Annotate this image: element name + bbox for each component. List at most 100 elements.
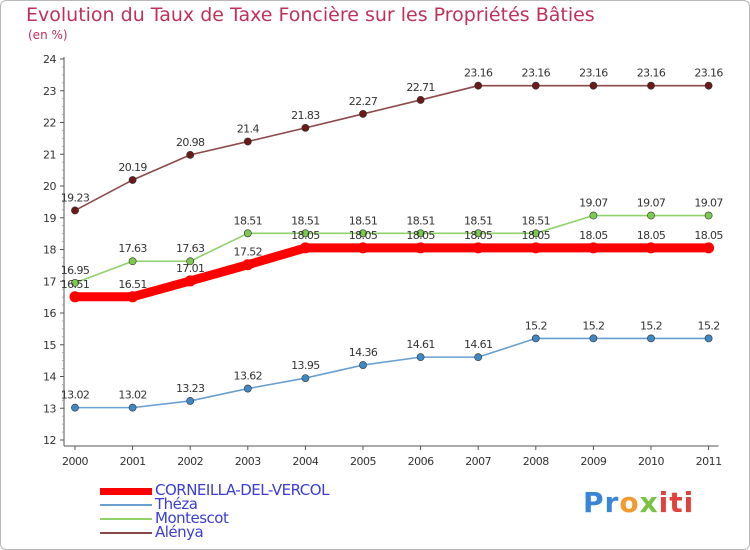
point-Théza-2002 <box>186 397 195 405</box>
point-Théza-2009 <box>589 334 598 343</box>
x-tick-label-2011: 2011 <box>696 455 722 468</box>
series-line-Théza <box>74 337 710 409</box>
data-label-CORNEILLA-DEL-VERCOL-2002: 17.01 <box>176 262 205 275</box>
point-CORNEILLA-DEL-VERCOL-2000 <box>69 291 81 303</box>
y-tick-label-19: 19 <box>43 212 56 225</box>
data-label-CORNEILLA-DEL-VERCOL-2010: 18.05 <box>637 229 666 242</box>
data-label-Alénya-2008: 23.16 <box>522 67 551 80</box>
point-Alénya-2006 <box>416 96 425 104</box>
point-Montescot-2004 <box>301 229 310 238</box>
legend-swatch-theza <box>100 504 152 506</box>
data-label-Théza-2002: 13.23 <box>176 382 205 395</box>
point-Théza-2004 <box>301 374 310 382</box>
data-labels: 19.23 20.19 20.98 21.4 21.83 22.27 22.71 23.16 2… <box>61 67 724 402</box>
y-axis-unit-label: (en %) <box>28 28 68 42</box>
series-markers <box>69 81 715 412</box>
point-CORNEILLA-DEL-VERCOL-2001 <box>127 291 139 303</box>
legend-swatch-montescot <box>100 518 152 520</box>
data-label-Alénya-2011: 23.16 <box>694 67 723 80</box>
legend-swatch-corneilla <box>100 488 152 495</box>
data-label-Montescot-2004: 18.51 <box>291 214 320 227</box>
x-tick-label-2003: 2003 <box>235 455 261 468</box>
data-label-Théza-2007: 14.61 <box>464 338 493 351</box>
data-label-Alénya-2007: 23.16 <box>464 67 493 80</box>
legend-label-alenya: Alénya <box>155 523 204 541</box>
point-Alénya-2009 <box>589 81 598 90</box>
data-label-Théza-2011: 15.2 <box>698 319 720 332</box>
point-Montescot-2001 <box>128 257 137 266</box>
x-tick-label-2002: 2002 <box>177 455 203 468</box>
data-label-Montescot-2000: 16.95 <box>61 264 90 277</box>
point-Théza-2006 <box>416 353 425 362</box>
data-label-Théza-2010: 15.2 <box>640 319 662 332</box>
point-Théza-2011 <box>704 334 713 343</box>
x-tick-label-2009: 2009 <box>580 455 606 468</box>
y-tick-label-16: 16 <box>43 307 56 320</box>
point-Alénya-2002 <box>186 150 195 159</box>
data-label-Alénya-2004: 21.83 <box>291 109 320 122</box>
data-label-Montescot-2003: 18.51 <box>234 214 263 227</box>
y-tick-label-15: 15 <box>43 339 56 352</box>
point-Montescot-2010 <box>647 211 655 220</box>
data-label-Alénya-2010: 23.16 <box>637 67 666 80</box>
data-label-CORNEILLA-DEL-VERCOL-2001: 16.51 <box>118 278 147 291</box>
point-Alénya-2001 <box>128 176 137 184</box>
x-tick-label-2004: 2004 <box>292 455 318 468</box>
data-label-CORNEILLA-DEL-VERCOL-2003: 17.52 <box>234 246 263 259</box>
data-label-Montescot-2008: 18.51 <box>522 214 551 227</box>
data-label-CORNEILLA-DEL-VERCOL-2004: 18.05 <box>291 229 320 242</box>
data-label-Montescot-2006: 18.51 <box>406 214 435 227</box>
data-label-CORNEILLA-DEL-VERCOL-2007: 18.05 <box>464 229 493 242</box>
point-Alénya-2008 <box>531 81 540 90</box>
data-label-Montescot-2005: 18.51 <box>349 214 378 227</box>
point-Montescot-2000 <box>71 278 79 287</box>
point-Théza-2000 <box>71 403 79 412</box>
point-Alénya-2005 <box>359 110 367 118</box>
data-label-CORNEILLA-DEL-VERCOL-2008: 18.05 <box>522 229 551 242</box>
point-Théza-2007 <box>474 353 483 362</box>
data-label-Théza-2006: 14.61 <box>406 338 435 351</box>
series-line-CORNEILLA-DEL-VERCOL <box>70 243 714 302</box>
point-Montescot-2003 <box>243 229 252 238</box>
data-label-Théza-2000: 13.02 <box>61 389 90 402</box>
point-Théza-2003 <box>243 384 252 393</box>
y-tick-label-21: 21 <box>43 148 56 161</box>
x-tick-label-2007: 2007 <box>465 455 491 468</box>
point-CORNEILLA-DEL-VERCOL-2008 <box>530 242 542 254</box>
data-label-CORNEILLA-DEL-VERCOL-2000: 16.51 <box>61 278 90 291</box>
point-Théza-2001 <box>128 403 137 412</box>
data-label-Montescot-2001: 17.63 <box>118 242 147 255</box>
x-tick-label-2006: 2006 <box>408 455 434 468</box>
point-Montescot-2005 <box>359 229 367 238</box>
y-tick-label-12: 12 <box>43 434 56 447</box>
point-Théza-2005 <box>359 361 367 369</box>
point-CORNEILLA-DEL-VERCOL-2007 <box>472 242 484 254</box>
point-CORNEILLA-DEL-VERCOL-2011 <box>703 242 715 254</box>
data-label-Montescot-2011: 19.07 <box>694 197 723 210</box>
axes: 12 13 14 15 16 17 18 19 20 21 22 23 24 2000 2001 2002 20… <box>43 53 722 468</box>
y-tick-label-14: 14 <box>43 371 56 384</box>
data-label-CORNEILLA-DEL-VERCOL-2009: 18.05 <box>579 229 608 242</box>
point-CORNEILLA-DEL-VERCOL-2004 <box>299 242 311 254</box>
data-label-Théza-2004: 13.95 <box>291 359 320 372</box>
data-label-Montescot-2010: 19.07 <box>637 197 666 210</box>
point-Alénya-2011 <box>704 81 713 90</box>
data-label-Alénya-2003: 21.4 <box>237 123 260 136</box>
y-tick-label-17: 17 <box>43 275 56 288</box>
data-label-Théza-2001: 13.02 <box>118 389 147 402</box>
x-tick-label-2008: 2008 <box>523 455 549 468</box>
point-Montescot-2006 <box>416 229 425 238</box>
data-label-Théza-2005: 14.36 <box>349 346 378 359</box>
data-label-Montescot-2007: 18.51 <box>464 214 493 227</box>
legend-label-theza: Théza <box>155 495 198 513</box>
data-label-CORNEILLA-DEL-VERCOL-2006: 18.05 <box>406 229 435 242</box>
point-Alénya-2003 <box>243 137 252 146</box>
x-tick-label-2001: 2001 <box>120 455 146 468</box>
data-label-Alénya-2006: 22.71 <box>406 81 435 94</box>
point-CORNEILLA-DEL-VERCOL-2009 <box>587 242 599 254</box>
data-label-Alénya-2001: 20.19 <box>118 161 147 174</box>
x-tick-label-2010: 2010 <box>638 455 664 468</box>
y-tick-label-13: 13 <box>43 402 56 415</box>
